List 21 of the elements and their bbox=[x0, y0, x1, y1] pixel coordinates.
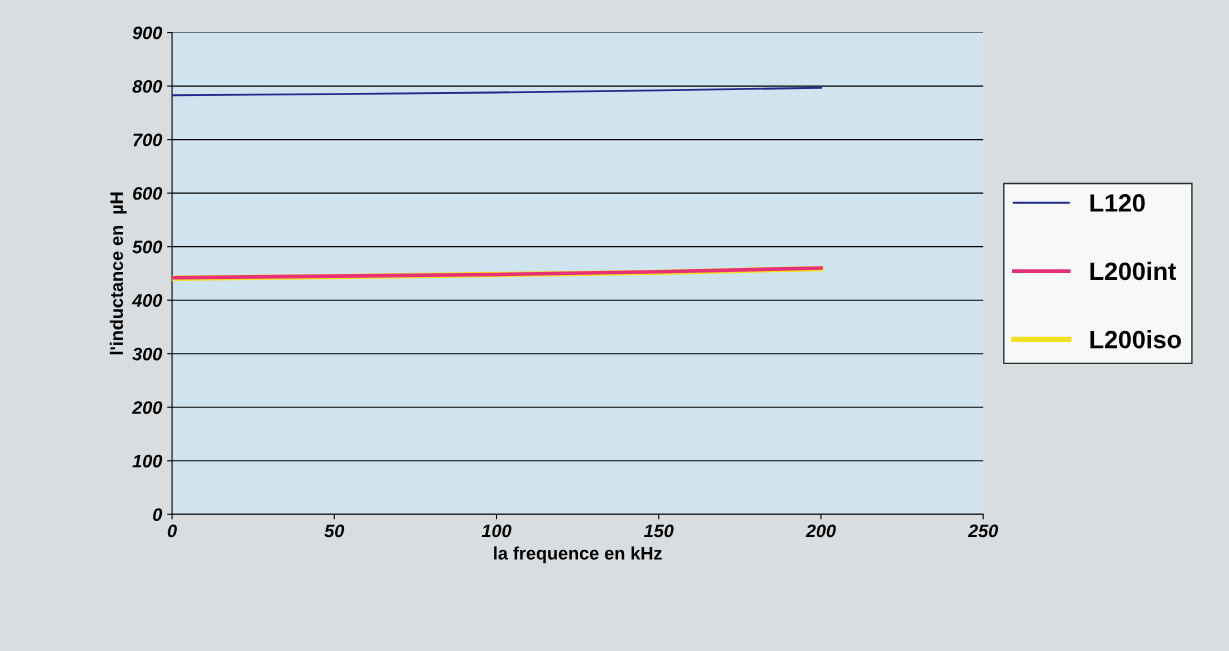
x-tick-label: 150 bbox=[643, 524, 674, 538]
y-tick-label: 0 bbox=[153, 508, 163, 522]
x-tick-label: 250 bbox=[967, 524, 999, 538]
legend-label: L200int bbox=[1090, 261, 1177, 281]
x-tick-label: 100 bbox=[481, 524, 512, 538]
y-tick-label: 400 bbox=[131, 294, 163, 307]
y-tick-label: 700 bbox=[133, 133, 163, 147]
y-tick-label: 800 bbox=[132, 80, 163, 93]
legend-label: L120 bbox=[1090, 194, 1145, 212]
y-tick-label: 300 bbox=[132, 347, 163, 361]
y-tick-label: 200 bbox=[131, 401, 163, 414]
y-tick-label: 100 bbox=[132, 454, 163, 468]
y-tick-label: 900 bbox=[132, 26, 163, 40]
x-axis-title: la frequence en kHz bbox=[494, 546, 662, 564]
legend-label: L200iso bbox=[1090, 330, 1181, 349]
y-tick-label: 500 bbox=[132, 240, 163, 254]
x-tick-label: 0 bbox=[167, 524, 177, 538]
x-tick-label: 50 bbox=[324, 524, 345, 538]
y-tick-label: 600 bbox=[133, 187, 163, 200]
x-tick-label: 200 bbox=[805, 524, 836, 538]
y-axis-title: l'inductance en µH bbox=[109, 192, 127, 355]
